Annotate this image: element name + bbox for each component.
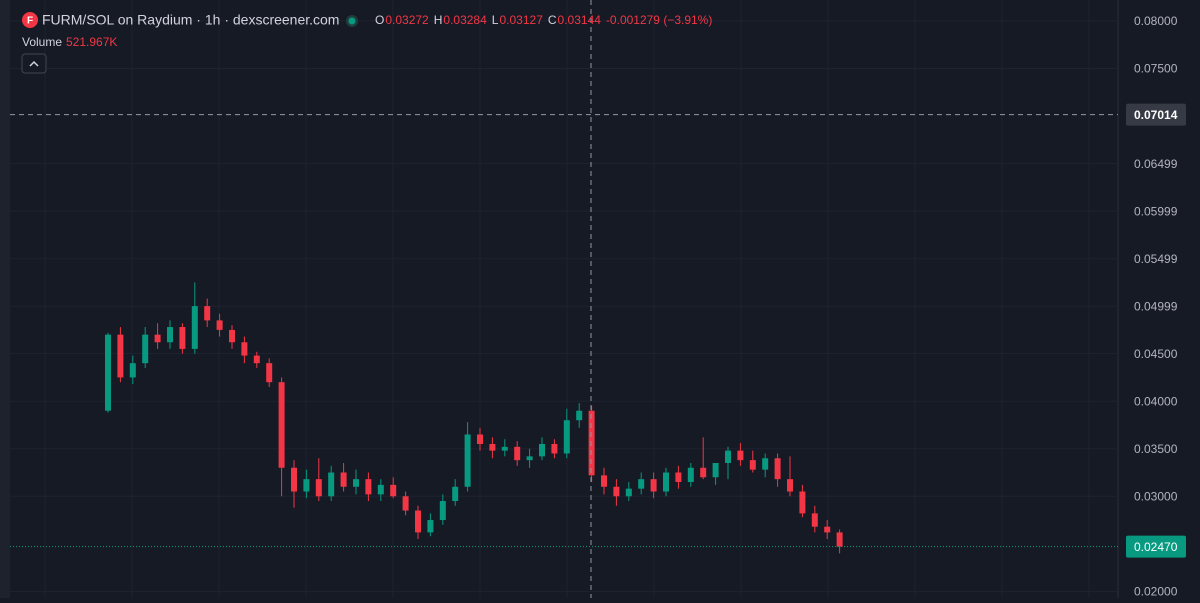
- candle-body: [638, 479, 645, 489]
- candle-body: [725, 450, 731, 463]
- status-dot: [348, 17, 356, 25]
- ohlc-value: 0.03272: [385, 13, 429, 27]
- candle-body: [154, 334, 161, 343]
- candle-body: [563, 420, 570, 454]
- candle-body: [241, 342, 248, 356]
- candle-body: [278, 382, 285, 468]
- candle-body: [439, 501, 446, 521]
- volume-value: 521.967K: [66, 35, 117, 49]
- candle-body: [142, 334, 149, 364]
- candle-body: [514, 446, 521, 461]
- candle-body: [576, 410, 583, 421]
- ohlc-value: 0.03284: [443, 13, 487, 27]
- left-strip: [0, 0, 10, 598]
- candle-body: [489, 443, 496, 451]
- candle-body: [216, 320, 223, 330]
- chart-title: FURM/SOL on Raydium · 1h · dexscreener.c…: [42, 12, 339, 28]
- candle-body: [303, 479, 310, 492]
- last-price-label: 0.02470: [1134, 540, 1178, 554]
- ohlc-letter: C: [548, 13, 557, 27]
- candle-body: [229, 329, 235, 343]
- candle-body: [191, 306, 198, 349]
- y-tick-label: 0.04000: [1134, 394, 1178, 408]
- candle-body: [700, 467, 707, 478]
- candle-body: [452, 486, 459, 502]
- candle-body: [588, 410, 595, 476]
- crosshair-price-label: 0.07014: [1134, 108, 1178, 122]
- ohlc-letter: H: [434, 13, 443, 27]
- change-value: -0.001279 (−3.91%): [606, 13, 712, 27]
- y-tick-label: 0.03000: [1134, 489, 1178, 503]
- logo: [22, 12, 38, 28]
- candle-body: [501, 446, 508, 451]
- candle-body: [799, 491, 806, 514]
- y-tick-label: 0.04500: [1134, 347, 1178, 361]
- candle-body: [167, 327, 173, 343]
- chevron-icon: [29, 60, 39, 67]
- candle-body: [663, 472, 669, 492]
- y-tick-label: 0.02000: [1134, 585, 1178, 598]
- candle-body: [415, 510, 421, 533]
- candle-body: [266, 363, 273, 383]
- crosshair-price-box: [1126, 103, 1186, 126]
- y-tick-label: 0.08000: [1134, 14, 1178, 28]
- candle-body: [402, 496, 409, 511]
- candle-body: [328, 472, 335, 497]
- candle-body: [340, 472, 347, 487]
- candle-body: [291, 467, 297, 492]
- candle-body: [179, 327, 186, 349]
- candle-body: [427, 520, 434, 533]
- candle-body: [625, 488, 632, 497]
- y-tick-label: 0.03500: [1134, 442, 1178, 456]
- candle-body: [737, 450, 744, 461]
- candle-body: [811, 513, 818, 527]
- candle-body: [836, 532, 843, 547]
- candle-body: [477, 434, 483, 444]
- candle-body: [650, 479, 657, 492]
- candle-body: [464, 434, 471, 487]
- candle-body: [353, 479, 359, 487]
- candle-body: [253, 355, 260, 364]
- ohlc-value: 0.03144: [558, 13, 602, 27]
- candle-body: [774, 458, 781, 480]
- collapse-button[interactable]: [21, 53, 47, 74]
- candle-body: [365, 479, 372, 495]
- logo-letter: F: [27, 16, 33, 27]
- volume-label: Volume: [22, 35, 62, 49]
- y-tick-label: 0.05999: [1134, 204, 1178, 218]
- candle-body: [601, 475, 607, 487]
- candle-body: [377, 484, 384, 495]
- candle-body: [129, 363, 136, 378]
- y-tick-label: 0.05499: [1134, 252, 1178, 266]
- candle-body: [105, 334, 111, 411]
- candle-body: [526, 456, 533, 461]
- ohlc-letter: O: [375, 13, 384, 27]
- ohlc-value: 0.03127: [499, 13, 543, 27]
- candle-body: [117, 334, 124, 378]
- y-tick-label: 0.07500: [1134, 62, 1178, 76]
- candle-body: [712, 462, 719, 478]
- candle-body: [787, 479, 793, 492]
- candle-body: [687, 467, 694, 483]
- candle-body: [204, 306, 211, 321]
- y-tick-label: 0.06499: [1134, 157, 1178, 171]
- candle-body: [551, 443, 558, 454]
- candle-body: [824, 526, 831, 533]
- last-price-box: [1126, 535, 1186, 558]
- ohlc-letter: L: [492, 13, 499, 27]
- candle-body: [675, 472, 682, 483]
- candle-body: [762, 458, 769, 470]
- candle-body: [749, 460, 756, 470]
- candle-body: [539, 443, 545, 457]
- candle-body: [613, 486, 620, 497]
- candle-body: [315, 479, 322, 497]
- candle-body: [390, 484, 397, 497]
- y-tick-label: 0.04999: [1134, 299, 1178, 313]
